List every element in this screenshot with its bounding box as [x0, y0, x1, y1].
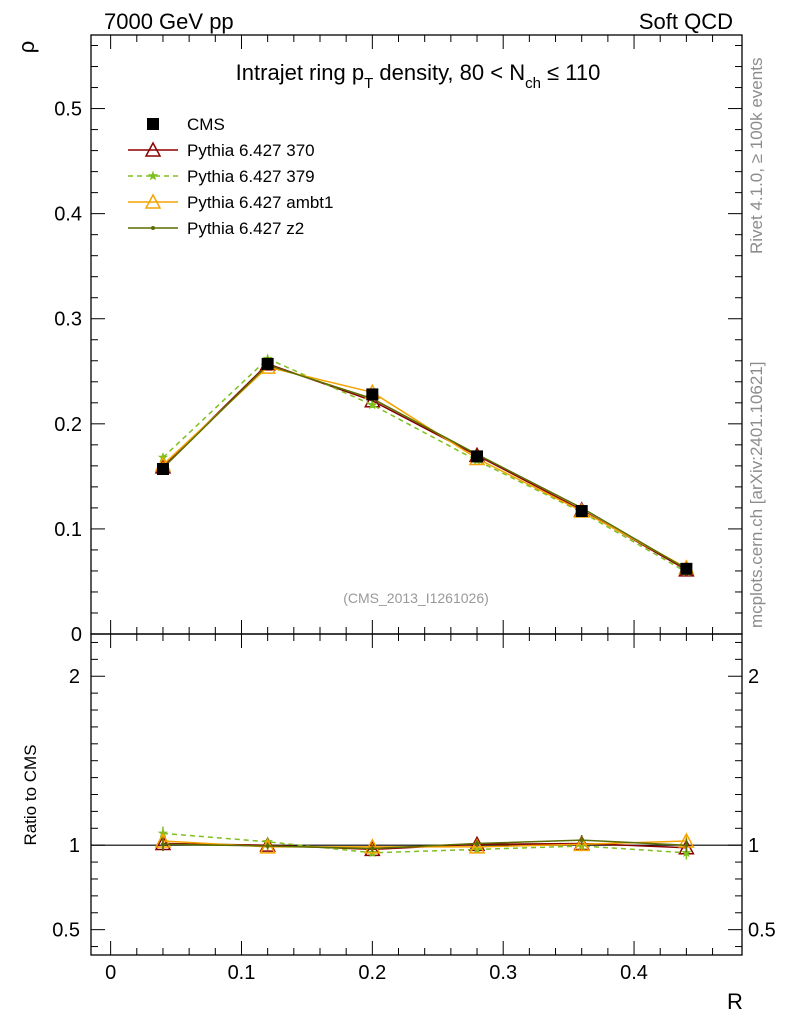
- legend-marker: [144, 141, 162, 157]
- category-label: Soft QCD: [639, 9, 733, 34]
- main-point: [575, 505, 588, 518]
- ratio-y-tick-label: 1: [69, 835, 80, 857]
- legend-label: Pythia 6.427 379: [187, 167, 315, 186]
- plot-title: Intrajet ring pT density, 80 < Nch ≤ 110: [236, 60, 601, 92]
- ratio-point: [364, 838, 381, 854]
- title-prefix: Intrajet ring p: [236, 60, 364, 85]
- main-point: [680, 562, 693, 575]
- main-line-1: [162, 363, 687, 571]
- y-tick-label: 0.1: [54, 519, 82, 541]
- main-panel: 0 0.1 0.2 0.3 0.4 0.5: [54, 34, 743, 646]
- ratio-ticks: 0.5 0.5 1 1 2 2: [52, 634, 776, 955]
- ratio-point: [160, 842, 165, 847]
- mcplots-note: mcplots.cern.ch [arXiv:2401.10621]: [747, 362, 766, 628]
- main-point: [261, 357, 274, 370]
- main-point: [367, 399, 378, 410]
- ratio-y-tick-label: 0.5: [52, 920, 80, 942]
- ratio-series: [154, 826, 695, 860]
- ratio-panel: 0.5 0.5 1 1 2 2: [52, 633, 776, 956]
- x-tick-label: 0.3: [489, 962, 517, 984]
- legend-label: Pythia 6.427 370: [187, 141, 315, 160]
- ratio-point: [684, 843, 689, 848]
- legend-label: Pythia 6.427 ambt1: [187, 193, 333, 212]
- ratio-frame: [90, 633, 743, 956]
- ratio-point: [370, 846, 375, 851]
- ratio-y-tick-label-right: 0.5: [748, 920, 776, 942]
- ratio-y-tick-label: 2: [69, 666, 80, 688]
- x-tick-label: 0.4: [620, 962, 648, 984]
- ratio-line-3: [162, 839, 687, 850]
- main-line-2: [162, 357, 687, 573]
- main-y-label: ρ: [14, 41, 39, 54]
- main-line-4: [162, 364, 687, 570]
- legend-marker: [147, 118, 159, 130]
- y-tick-label: 0.3: [54, 309, 82, 331]
- legend-marker: [151, 226, 155, 230]
- legend-label: Pythia 6.427 z2: [187, 219, 304, 238]
- main-point: [471, 450, 484, 463]
- rivet-note: Rivet 4.1.0, ≥ 100k events: [747, 58, 766, 254]
- x-axis-label: R: [727, 989, 743, 1014]
- title-suffix: ≤ 110: [541, 60, 600, 85]
- analysis-tag: (CMS_2013_I1261026): [343, 590, 489, 606]
- ratio-y-tick-label-right: 2: [748, 666, 759, 688]
- y-tick-label: 0.2: [54, 414, 82, 436]
- legend-label: CMS: [187, 115, 225, 134]
- ratio-point: [259, 836, 276, 852]
- legend-marker: [147, 170, 159, 181]
- ratio-point: [475, 841, 480, 846]
- main-line-3: [162, 366, 687, 569]
- ratio-point: [468, 838, 486, 854]
- x-tick-label: 0.1: [228, 962, 256, 984]
- main-point: [156, 463, 169, 476]
- ratio-y-tick-label-right: 1: [748, 835, 759, 857]
- y-tick-label: 0.4: [54, 204, 82, 226]
- x-tick-label: 0.2: [358, 962, 386, 984]
- ratio-point: [681, 847, 692, 858]
- y-tick-label: 0.5: [54, 99, 82, 121]
- ratio-point: [265, 844, 270, 849]
- title-middle: density, 80 < N: [373, 60, 525, 85]
- x-tick-labels: 0 0.1 0.2 0.3 0.4: [105, 962, 648, 984]
- x-tick-label: 0: [105, 962, 116, 984]
- ratio-point: [573, 835, 590, 852]
- ratio-line-1: [162, 832, 687, 854]
- title-sub-t: T: [364, 75, 373, 92]
- main-series: [154, 353, 695, 577]
- main-point: [366, 388, 379, 401]
- energy-label: 7000 GeV pp: [104, 9, 234, 34]
- main-ticks: 0 0.1 0.2 0.3 0.4 0.5: [54, 35, 742, 646]
- y-tick-label: 0: [71, 624, 82, 646]
- legend-marker: [144, 193, 162, 209]
- ratio-point: [579, 838, 584, 843]
- legend: CMS Pythia 6.427 370 Pythia 6.427 379 Pythi…: [128, 115, 333, 238]
- title-sub-ch: ch: [525, 75, 541, 92]
- ratio-y-label: Ratio to CMS: [21, 744, 40, 845]
